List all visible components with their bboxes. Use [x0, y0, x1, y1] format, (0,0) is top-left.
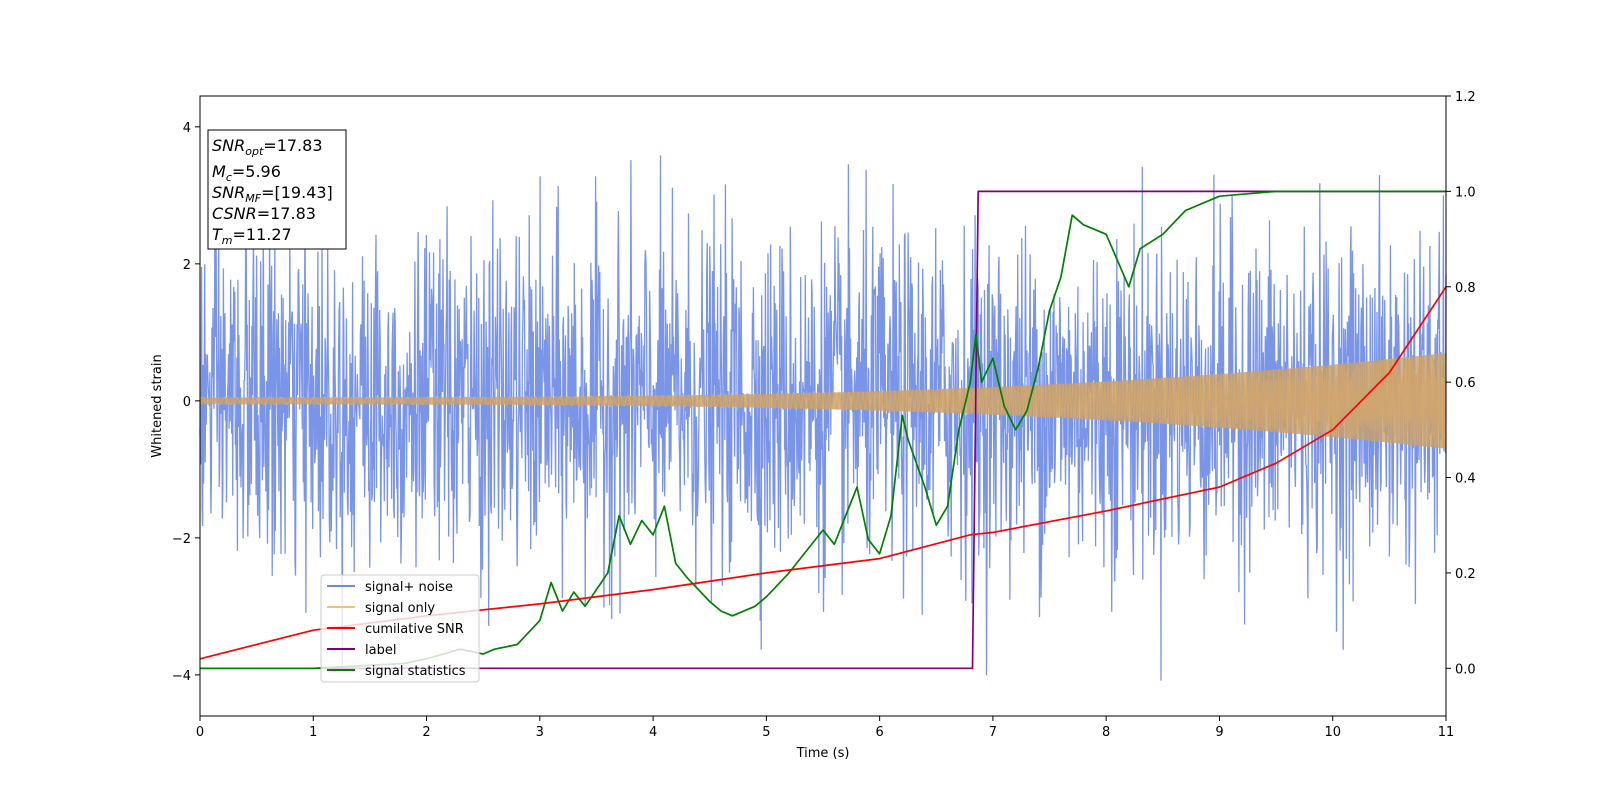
x-tick-label: 8: [1102, 725, 1110, 740]
x-axis: 0 1 2 3 4 5 6 7 8 9 10 11: [196, 716, 1454, 740]
info-box-frame: [207, 129, 347, 250]
info-box-line: SNRMF=[19.43]: [212, 183, 333, 205]
y-axis-left: −4 −2 0 2 4: [172, 121, 200, 684]
x-tick-label: 1: [309, 725, 317, 740]
legend-frame: [320, 574, 480, 683]
y-tick-label: −4: [172, 669, 191, 684]
y2-tick-label: 0.8: [1455, 281, 1476, 296]
x-tick-label: 7: [989, 725, 997, 740]
x-tick-label: 0: [196, 725, 204, 740]
legend: signal+ noise signal only cumilative SNR la…: [320, 574, 480, 683]
x-tick-label: 10: [1324, 725, 1341, 740]
signal-statistics-line: [200, 190, 1446, 670]
signal-only-envelope: [200, 352, 1446, 449]
x-tick-label: 5: [762, 725, 770, 740]
y-tick-label: 0: [183, 395, 191, 410]
info-box-line: SNRopt=17.83: [212, 136, 323, 158]
info-box-line: Tm=11.27: [212, 225, 292, 247]
legend-label: cumilative SNR: [365, 622, 464, 637]
info-box-line: CSNR=17.83: [212, 204, 316, 223]
legend-label: signal+ noise: [365, 580, 453, 595]
x-tick-label: 3: [536, 725, 544, 740]
y2-tick-label: 0.2: [1455, 567, 1476, 582]
x-tick-label: 11: [1438, 725, 1455, 740]
y2-tick-label: 1.2: [1455, 90, 1476, 105]
plot-frame: [199, 95, 1447, 717]
signal-noise-series: [199, 154, 1447, 681]
y2-tick-label: 0.0: [1455, 662, 1476, 677]
y2-tick-label: 1.0: [1455, 185, 1476, 200]
x-tick-label: 6: [875, 725, 883, 740]
y-tick-label: −2: [172, 532, 191, 547]
x-axis-label: Time (s): [796, 746, 850, 761]
info-box: SNRopt=17.83 Mc=5.96SNRMF=[19.43]CSNR=17.…: [207, 129, 347, 250]
legend-label: signal statistics: [365, 664, 466, 679]
signal-noise-line: [199, 154, 1447, 681]
y-tick-label: 2: [183, 258, 191, 273]
legend-label: signal only: [365, 601, 435, 616]
x-tick-label: 9: [1215, 725, 1223, 740]
legend-label: label: [365, 643, 396, 658]
x-tick-label: 2: [422, 725, 430, 740]
signal-only-series: [199, 352, 1447, 449]
y-tick-label: 4: [183, 121, 191, 136]
y-axis-label: Whitened strain: [150, 354, 165, 457]
info-box-line: Mc=5.96: [212, 162, 281, 184]
x-tick-label: 4: [649, 725, 657, 740]
label-line: [200, 190, 1446, 670]
y2-tick-label: 0.4: [1455, 472, 1476, 487]
y-axis-right: 0.0 0.2 0.4 0.6 0.8 1.0 1.2: [1446, 90, 1476, 677]
y2-tick-label: 0.6: [1455, 376, 1476, 391]
